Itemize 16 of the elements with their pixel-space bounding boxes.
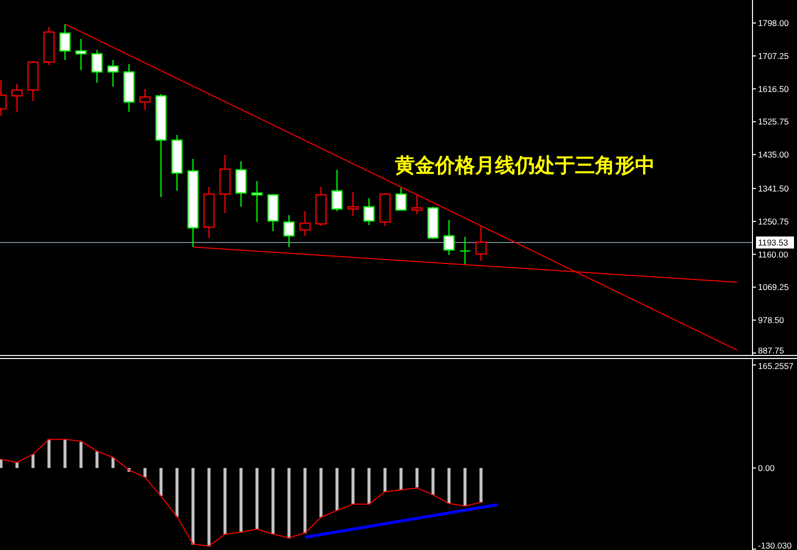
y-tick-label: 0.00 [758,463,775,473]
y-tick-label: 1707.25 [758,50,789,61]
y-tick-label: 978.50 [758,315,784,326]
y-tick-label: 1616.50 [758,84,789,94]
y-tick-label: 1435.00 [758,150,789,160]
y-tick-label: 1250.75 [758,216,789,226]
annotation: 黄金价格月线仍处于三角形中 [394,153,655,177]
y-tick-label: 1798.00 [758,18,789,28]
y-tick-label: 1069.25 [758,282,789,292]
ref-line-label: 1193.53 [758,238,788,248]
y-tick-label: 1525.75 [758,116,789,127]
y-tick-label: 165.2557 [758,361,794,371]
y-tick-label: 887.75 [758,346,784,356]
y-tick-label: 1341.50 [758,184,789,194]
y-tick-label: -130.030 [758,540,792,550]
y-tick-label: 1160.00 [758,249,788,260]
